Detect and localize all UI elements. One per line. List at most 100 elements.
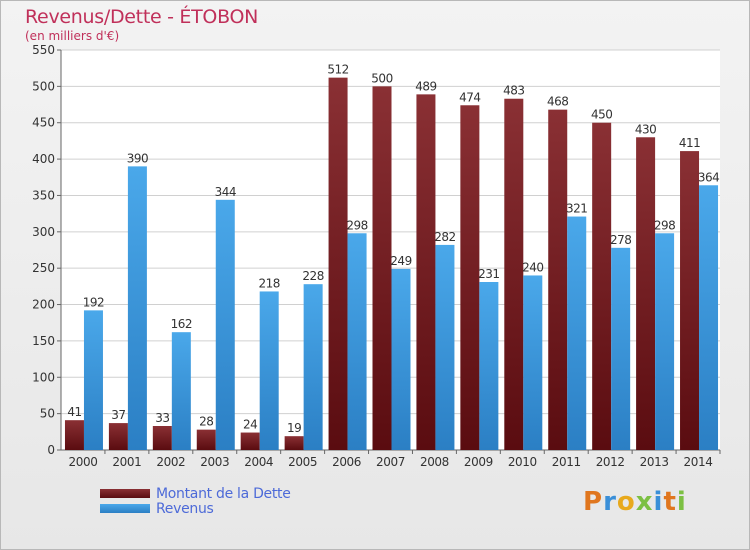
- bar-dette: [416, 94, 436, 450]
- data-label-revenus: 282: [434, 230, 455, 244]
- x-tick-label: 2007: [376, 455, 405, 469]
- data-label-dette: 450: [591, 108, 612, 122]
- data-label-dette: 483: [503, 84, 524, 98]
- data-label-dette: 33: [155, 411, 169, 425]
- y-tick-label: 0: [47, 443, 55, 457]
- data-label-revenus: 390: [127, 151, 148, 165]
- data-label-revenus: 240: [522, 260, 543, 274]
- bar-revenus: [479, 282, 499, 450]
- bar-dette: [196, 429, 216, 450]
- data-label-revenus: 249: [390, 254, 411, 268]
- bar-revenus: [127, 166, 147, 450]
- proxiti-logo: Proxiti: [583, 487, 687, 517]
- bar-revenus: [347, 233, 367, 450]
- data-label-dette: 19: [287, 421, 301, 435]
- chart-legend: Montant de la Dette Revenus: [100, 485, 291, 517]
- y-tick-label: 550: [32, 43, 55, 57]
- bar-dette: [592, 122, 612, 451]
- chart-subtitle: (en milliers d'€): [25, 29, 120, 43]
- data-label-revenus: 364: [698, 170, 719, 184]
- bar-dette: [108, 423, 128, 450]
- x-tick-label: 2012: [596, 455, 625, 469]
- data-label-dette: 500: [371, 71, 392, 85]
- y-tick-label: 50: [40, 407, 55, 421]
- bar-dette: [240, 432, 260, 450]
- bar-revenus: [611, 247, 631, 450]
- bar-dette: [680, 151, 700, 450]
- x-tick-label: 2010: [508, 455, 537, 469]
- logo-letter: o: [616, 487, 636, 517]
- data-label-revenus: 298: [654, 218, 675, 232]
- data-label-dette: 37: [111, 408, 125, 422]
- legend-label-revenus: Revenus: [156, 500, 214, 517]
- data-label-dette: 41: [67, 405, 81, 419]
- y-tick-label: 400: [32, 152, 55, 166]
- data-label-dette: 430: [635, 122, 656, 136]
- y-tick-label: 100: [32, 370, 55, 384]
- x-tick-label: 2008: [420, 455, 449, 469]
- bar-dette: [504, 98, 524, 451]
- x-tick-label: 2002: [156, 455, 185, 469]
- data-label-dette: 468: [547, 95, 568, 109]
- logo-letter: r: [603, 487, 617, 517]
- y-tick-label: 450: [32, 116, 55, 130]
- data-label-dette: 28: [199, 415, 213, 429]
- bar-revenus: [259, 291, 279, 450]
- x-tick-label: 2005: [288, 455, 317, 469]
- legend-swatch-dette: [100, 489, 150, 498]
- data-label-revenus: 321: [566, 202, 587, 216]
- y-tick-label: 350: [32, 188, 55, 202]
- logo-letter: t: [663, 487, 677, 517]
- legend-item-revenus: Revenus: [100, 500, 291, 517]
- y-tick-label: 200: [32, 298, 55, 312]
- y-tick-label: 500: [32, 79, 55, 93]
- data-label-revenus: 278: [610, 233, 631, 247]
- y-tick-label: 150: [32, 334, 55, 348]
- y-tick-label: 300: [32, 225, 55, 239]
- x-tick-label: 2003: [200, 455, 229, 469]
- bar-dette: [328, 77, 348, 451]
- bar-dette: [64, 420, 84, 450]
- x-tick-label: 2013: [640, 455, 669, 469]
- bar-revenus: [699, 185, 719, 451]
- legend-item-dette: Montant de la Dette: [100, 485, 291, 502]
- bar-revenus: [435, 244, 455, 450]
- data-label-revenus: 298: [346, 218, 367, 232]
- bar-dette: [460, 105, 480, 450]
- logo-letter: x: [635, 487, 654, 517]
- x-tick-label: 2001: [112, 455, 141, 469]
- legend-label-dette: Montant de la Dette: [156, 485, 291, 502]
- data-label-revenus: 228: [302, 269, 323, 283]
- data-label-dette: 24: [243, 418, 257, 432]
- data-label-dette: 489: [415, 79, 436, 93]
- bar-dette: [284, 436, 304, 450]
- logo-letter: P: [583, 487, 604, 517]
- x-tick-label: 2004: [244, 455, 273, 469]
- legend-swatch-revenus: [100, 504, 150, 513]
- bar-revenus: [655, 233, 675, 450]
- x-tick-label: 2006: [332, 455, 361, 469]
- bar-revenus: [523, 275, 543, 450]
- data-label-dette: 474: [459, 90, 480, 104]
- x-tick-label: 2000: [68, 455, 97, 469]
- bar-dette: [548, 109, 568, 451]
- bar-revenus: [567, 216, 587, 450]
- data-label-revenus: 162: [171, 317, 192, 331]
- data-label-revenus: 344: [215, 185, 236, 199]
- bar-revenus: [215, 199, 235, 450]
- x-tick-label: 2011: [552, 455, 581, 469]
- bar-dette: [372, 86, 392, 450]
- bar-revenus: [83, 310, 103, 450]
- bar-revenus: [171, 332, 191, 450]
- bar-dette: [636, 137, 656, 451]
- chart-title: Revenus/Dette - ÉTOBON: [25, 6, 259, 28]
- bar-revenus: [303, 284, 323, 450]
- logo-letter: i: [676, 487, 687, 517]
- data-label-dette: 512: [327, 63, 348, 77]
- x-tick-label: 2009: [464, 455, 493, 469]
- y-tick-label: 250: [32, 261, 55, 275]
- logo-letter: i: [653, 487, 664, 517]
- data-label-revenus: 218: [258, 276, 279, 290]
- x-tick-label: 2014: [684, 455, 713, 469]
